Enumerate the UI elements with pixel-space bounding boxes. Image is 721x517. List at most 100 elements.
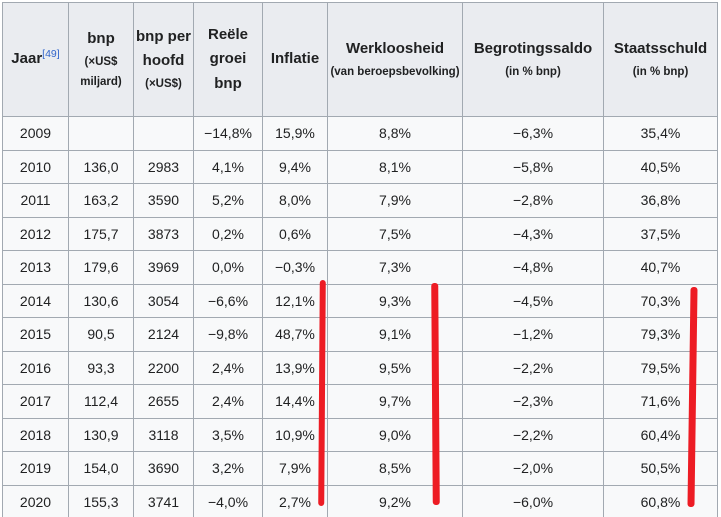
cell-jaar: 2018 [2, 417, 69, 452]
cell-bnp: 130,9 [68, 417, 134, 452]
cell-jaar: 2012 [2, 216, 69, 251]
cell-reele-groei-bnp: 3,2% [193, 451, 263, 486]
cell-inflatie: −0,3% [262, 250, 328, 285]
cell-reele-groei-bnp: −9,8% [193, 317, 263, 352]
column-header-subtitle: (×US$) [145, 77, 182, 90]
cell-inflatie: 9,4% [262, 149, 328, 184]
cell-bnp: 179,6 [68, 250, 134, 285]
cell-bnp [68, 116, 134, 151]
cell-staatsschuld: 60,4% [603, 417, 718, 452]
cell-bnp-per-hoofd: 3690 [133, 451, 194, 486]
column-header-title: bnp per hoofd [136, 28, 191, 70]
column-header-werkloosheid: Werkloosheid (van beroepsbevolking) [327, 2, 463, 117]
cell-werkloosheid: 9,5% [327, 350, 463, 385]
cell-begrotingssaldo: −4,8% [462, 250, 604, 285]
table-row-2019: 2019 154,0 3690 3,2% 7,9% 8,5% −2,0% 50,5% [2, 451, 718, 486]
table-header-row: Jaar[49] bnp (×US$ miljard) bnp per hoofd (×… [2, 2, 718, 117]
column-header-staatsschuld: Staatsschuld (in % bnp) [603, 2, 718, 117]
cell-staatsschuld: 40,7% [603, 250, 718, 285]
cell-begrotingssaldo: −4,3% [462, 216, 604, 251]
cell-staatsschuld: 70,3% [603, 283, 718, 318]
cell-reele-groei-bnp: 2,4% [193, 350, 263, 385]
cell-begrotingssaldo: −6,3% [462, 116, 604, 151]
column-header-subtitle: (in % bnp) [505, 65, 561, 78]
cell-werkloosheid: 8,8% [327, 116, 463, 151]
cell-inflatie: 12,1% [262, 283, 328, 318]
table-row-2009: 2009 −14,8% 15,9% 8,8% −6,3% 35,4% [2, 116, 718, 151]
cell-werkloosheid: 9,2% [327, 484, 463, 517]
cell-bnp: 112,4 [68, 384, 134, 419]
cell-bnp-per-hoofd: 2983 [133, 149, 194, 184]
column-header-title: Staatsschuld [613, 40, 708, 58]
cell-werkloosheid: 9,1% [327, 317, 463, 352]
cell-inflatie: 8,0% [262, 183, 328, 218]
cell-reele-groei-bnp: 3,5% [193, 417, 263, 452]
cell-reele-groei-bnp: −6,6% [193, 283, 263, 318]
cell-bnp-per-hoofd: 3873 [133, 216, 194, 251]
column-header-title: Werkloosheid [345, 40, 445, 58]
table-row-2013: 2013 179,6 3969 0,0% −0,3% 7,3% −4,8% 40,7% [2, 250, 718, 285]
cell-begrotingssaldo: −2,0% [462, 451, 604, 486]
cell-inflatie: 13,9% [262, 350, 328, 385]
table-row-2018: 2018 130,9 3118 3,5% 10,9% 9,0% −2,2% 60,4% [2, 417, 718, 452]
cell-reele-groei-bnp: 2,4% [193, 384, 263, 419]
cell-begrotingssaldo: −6,0% [462, 484, 604, 517]
cell-bnp: 175,7 [68, 216, 134, 251]
cell-bnp-per-hoofd: 2200 [133, 350, 194, 385]
column-header-jaar: Jaar[49] [2, 2, 69, 117]
cell-begrotingssaldo: −1,2% [462, 317, 604, 352]
cell-staatsschuld: 79,5% [603, 350, 718, 385]
cell-werkloosheid: 9,3% [327, 283, 463, 318]
cell-jaar: 2015 [2, 317, 69, 352]
cell-werkloosheid: 8,1% [327, 149, 463, 184]
cell-jaar: 2011 [2, 183, 69, 218]
column-header-title: Jaar [11, 50, 43, 68]
cell-jaar: 2019 [2, 451, 69, 486]
cell-werkloosheid: 9,7% [327, 384, 463, 419]
cell-begrotingssaldo: −2,2% [462, 350, 604, 385]
column-header-subtitle: (van beroepsbevolking) [330, 65, 460, 78]
cell-staatsschuld: 79,3% [603, 317, 718, 352]
cell-reele-groei-bnp: 0,0% [193, 250, 263, 285]
table-row-2012: 2012 175,7 3873 0,2% 0,6% 7,5% −4,3% 37,5% [2, 216, 718, 251]
cell-werkloosheid: 9,0% [327, 417, 463, 452]
table-row-2014: 2014 130,6 3054 −6,6% 12,1% 9,3% −4,5% 70,3% [2, 283, 718, 318]
cell-jaar: 2014 [2, 283, 69, 318]
cell-jaar: 2016 [2, 350, 69, 385]
column-header-bnp: bnp (×US$ miljard) [68, 2, 134, 117]
table-row-2015: 2015 90,5 2124 −9,8% 48,7% 9,1% −1,2% 79,3% [2, 317, 718, 352]
cell-reele-groei-bnp: 5,2% [193, 183, 263, 218]
cell-bnp-per-hoofd: 3118 [133, 417, 194, 452]
cell-bnp-per-hoofd: 3969 [133, 250, 194, 285]
reference-link[interactable]: [49] [42, 48, 60, 61]
cell-staatsschuld: 40,5% [603, 149, 718, 184]
cell-inflatie: 10,9% [262, 417, 328, 452]
cell-bnp-per-hoofd [133, 116, 194, 151]
cell-bnp: 155,3 [68, 484, 134, 517]
cell-bnp: 93,3 [68, 350, 134, 385]
cell-reele-groei-bnp: 4,1% [193, 149, 263, 184]
cell-bnp: 130,6 [68, 283, 134, 318]
cell-bnp-per-hoofd: 3054 [133, 283, 194, 318]
cell-reele-groei-bnp: −14,8% [193, 116, 263, 151]
cell-inflatie: 48,7% [262, 317, 328, 352]
cell-staatsschuld: 50,5% [603, 451, 718, 486]
cell-reele-groei-bnp: 0,2% [193, 216, 263, 251]
cell-bnp: 154,0 [68, 451, 134, 486]
cell-bnp: 163,2 [68, 183, 134, 218]
cell-bnp-per-hoofd: 3590 [133, 183, 194, 218]
cell-werkloosheid: 7,9% [327, 183, 463, 218]
column-header-title: bnp [87, 30, 115, 48]
table-row-2011: 2011 163,2 3590 5,2% 8,0% 7,9% −2,8% 36,8% [2, 183, 718, 218]
cell-begrotingssaldo: −2,2% [462, 417, 604, 452]
cell-jaar: 2009 [2, 116, 69, 151]
cell-begrotingssaldo: −2,8% [462, 183, 604, 218]
column-header-title: Reële groei bnp [207, 26, 249, 92]
table-row-2017: 2017 112,4 2655 2,4% 14,4% 9,7% −2,3% 71,6% [2, 384, 718, 419]
cell-jaar: 2013 [2, 250, 69, 285]
table-row-2020: 2020 155,3 3741 −4,0% 2,7% 9,2% −6,0% 60,8% [2, 484, 718, 517]
column-header-bnp-per-hoofd: bnp per hoofd (×US$) [133, 2, 194, 117]
cell-staatsschuld: 35,4% [603, 116, 718, 151]
